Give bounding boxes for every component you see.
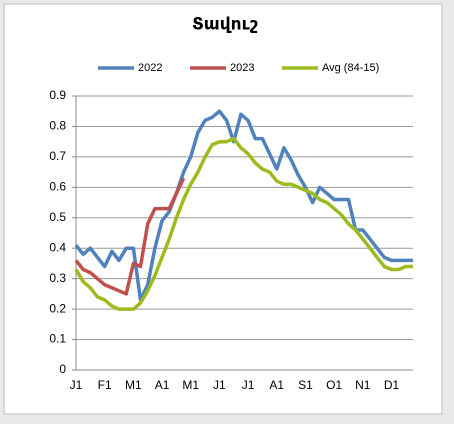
x-tick-label: M1 <box>125 378 142 392</box>
x-tick-label: S1 <box>298 378 313 392</box>
y-tick-label: 0.6 <box>49 180 66 194</box>
x-tick-label: O1 <box>326 378 342 392</box>
y-tick-label: 0.9 <box>49 88 66 102</box>
x-tick-label: A1 <box>155 378 170 392</box>
chart-title: Տավուշ <box>192 14 258 33</box>
x-tick-label: D1 <box>384 378 400 392</box>
series-line <box>74 136 413 311</box>
x-tick-label: N1 <box>355 378 371 392</box>
legend-label: 2023 <box>230 62 254 74</box>
x-tick-label: F1 <box>98 378 112 392</box>
x-tick-label: A1 <box>269 378 284 392</box>
y-tick-label: 0.7 <box>49 149 66 163</box>
series-line <box>74 177 186 296</box>
legend-label: Avg (84-15) <box>322 62 379 74</box>
legend-label: 2022 <box>138 62 162 74</box>
y-tick-label: 0.1 <box>49 332 66 346</box>
x-tick-label: J1 <box>242 378 255 392</box>
x-tick-label: J1 <box>213 378 226 392</box>
y-tick-label: 0.5 <box>49 210 66 224</box>
x-tick-label: M1 <box>182 378 199 392</box>
x-tick-label: J1 <box>70 378 83 392</box>
y-tick-label: 0.8 <box>49 119 66 133</box>
y-tick-label: 0 <box>59 362 66 376</box>
chart-frame <box>3 3 443 415</box>
y-tick-label: 0.4 <box>49 240 66 254</box>
y-tick-label: 0.3 <box>49 271 66 285</box>
y-tick-label: 0.2 <box>49 301 66 315</box>
